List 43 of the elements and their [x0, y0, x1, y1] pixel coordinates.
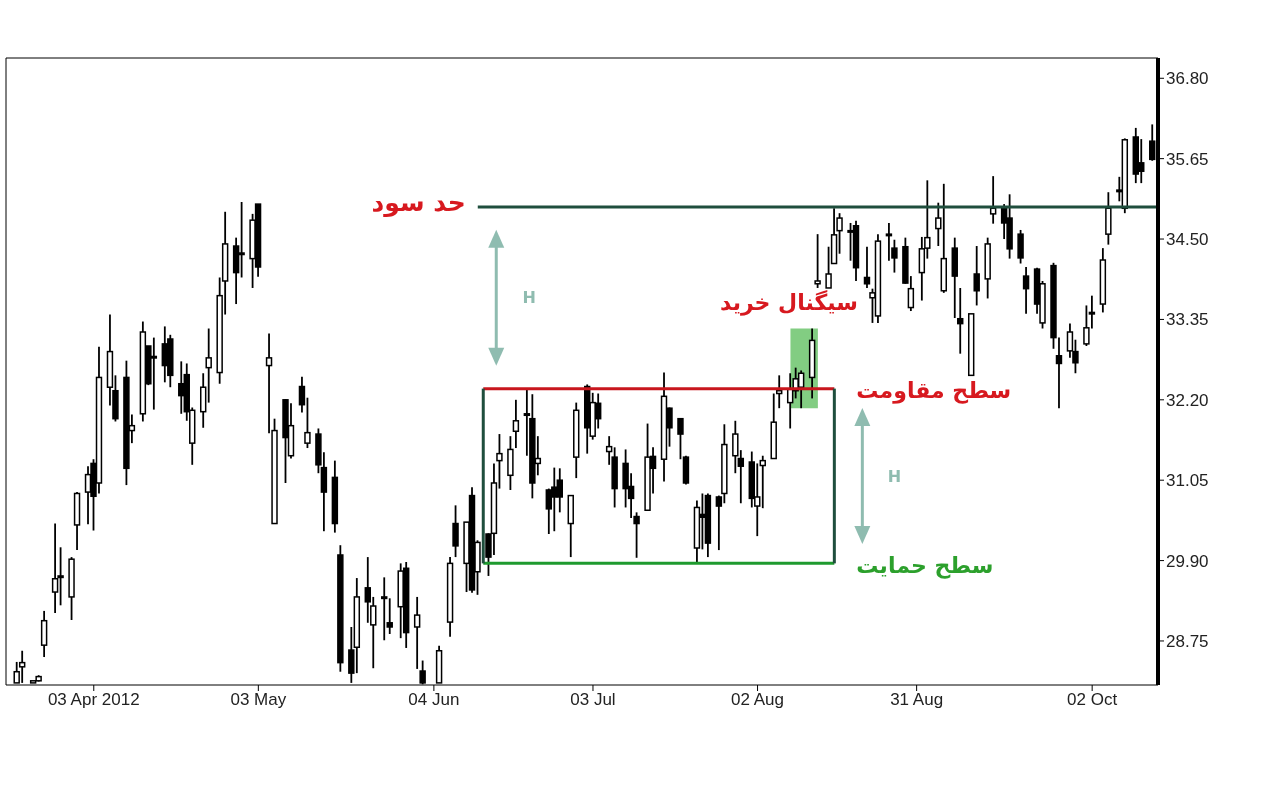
candlestick — [381, 576, 388, 642]
y-tick-label: 32.20 — [1166, 390, 1209, 410]
annotation: سیگنال خرید — [719, 289, 858, 317]
annotation: حد سود — [371, 188, 466, 219]
candlestick — [1017, 229, 1024, 265]
candlestick — [496, 433, 503, 490]
candlestick — [298, 375, 306, 414]
y-tick-label: 28.75 — [1166, 632, 1209, 651]
candlestick — [989, 175, 997, 225]
candlestick — [814, 233, 821, 289]
candlestick — [863, 245, 871, 289]
annotation: H — [522, 288, 536, 308]
candlestick — [386, 597, 393, 635]
candlestick — [304, 396, 311, 449]
candlestick — [1022, 266, 1030, 315]
x-tick-label: 03 Jul — [570, 690, 616, 710]
x-tick-label: 03 Apr 2012 — [47, 690, 140, 710]
candlestick — [452, 504, 459, 558]
y-tick-label: 31.05 — [1166, 471, 1209, 491]
y-tick-label: 36.80 — [1166, 69, 1209, 89]
candlestick — [957, 287, 964, 355]
candlestick — [775, 374, 783, 410]
annotation: H — [887, 466, 902, 486]
annotation: سطح مقاومت — [856, 378, 1012, 405]
candlestick — [759, 454, 766, 510]
annotation: سطح حمایت — [856, 552, 994, 579]
candlestick — [1055, 336, 1063, 410]
candlestick — [973, 245, 980, 307]
x-tick-label: 02 Oct — [1067, 690, 1118, 710]
x-tick-label: 03 May — [230, 690, 287, 710]
y-tick-label: 35.65 — [1166, 149, 1209, 169]
candlestick — [677, 417, 684, 461]
candlestick — [512, 398, 520, 449]
candlestick — [205, 327, 212, 404]
y-tick-label: 34.50 — [1166, 230, 1209, 250]
y-tick-label: 29.90 — [1166, 551, 1209, 571]
candlestick — [413, 596, 421, 670]
x-tick-label: 04 Jun — [408, 690, 460, 710]
x-tick-label: 31 Aug — [890, 690, 944, 710]
candlestick — [825, 245, 832, 289]
y-tick-label: 33.35 — [1166, 310, 1209, 330]
candlestick — [836, 212, 843, 255]
x-tick-label: 02 Aug — [731, 690, 785, 710]
